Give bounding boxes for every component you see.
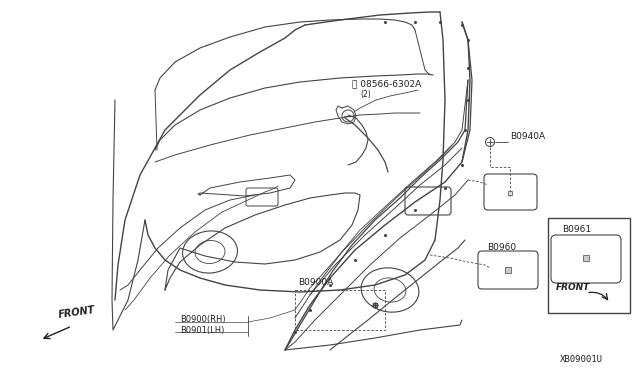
Bar (548, 218, 630, 313)
Text: B0960: B0960 (487, 243, 516, 252)
Text: XB09001U: XB09001U (560, 355, 603, 364)
Text: B0900(RH): B0900(RH) (180, 315, 226, 324)
Text: B0901(LH): B0901(LH) (180, 326, 225, 335)
Text: FRONT: FRONT (58, 305, 96, 320)
Text: FRONT: FRONT (556, 283, 590, 292)
Text: (2): (2) (360, 90, 371, 99)
Text: Ⓢ 08566-6302A: Ⓢ 08566-6302A (352, 79, 421, 88)
Text: B0900A: B0900A (298, 278, 333, 287)
Text: B0961: B0961 (562, 225, 591, 234)
Text: B0940A: B0940A (510, 132, 545, 141)
